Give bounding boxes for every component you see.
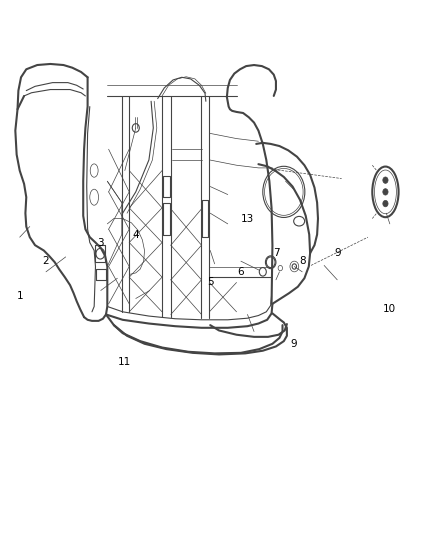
Text: 8: 8 [299, 256, 306, 266]
Text: 6: 6 [237, 267, 244, 277]
Text: 11: 11 [118, 358, 131, 367]
Text: 10: 10 [383, 304, 396, 314]
Text: 2: 2 [42, 256, 49, 266]
Text: 9: 9 [334, 248, 341, 258]
Circle shape [383, 200, 388, 207]
Text: 3: 3 [97, 238, 104, 247]
Text: 5: 5 [207, 278, 214, 287]
Circle shape [383, 189, 388, 195]
Circle shape [383, 177, 388, 183]
Text: 4: 4 [132, 230, 139, 239]
Text: 9: 9 [290, 339, 297, 349]
Text: 13: 13 [241, 214, 254, 223]
Text: 7: 7 [272, 248, 279, 258]
Text: 1: 1 [16, 291, 23, 301]
